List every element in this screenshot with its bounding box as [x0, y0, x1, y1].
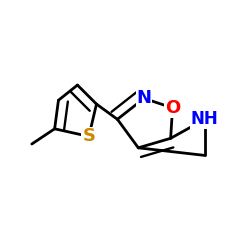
Text: NH: NH: [191, 110, 219, 128]
Text: N: N: [136, 90, 152, 108]
Text: S: S: [82, 128, 95, 146]
Text: O: O: [165, 99, 180, 117]
